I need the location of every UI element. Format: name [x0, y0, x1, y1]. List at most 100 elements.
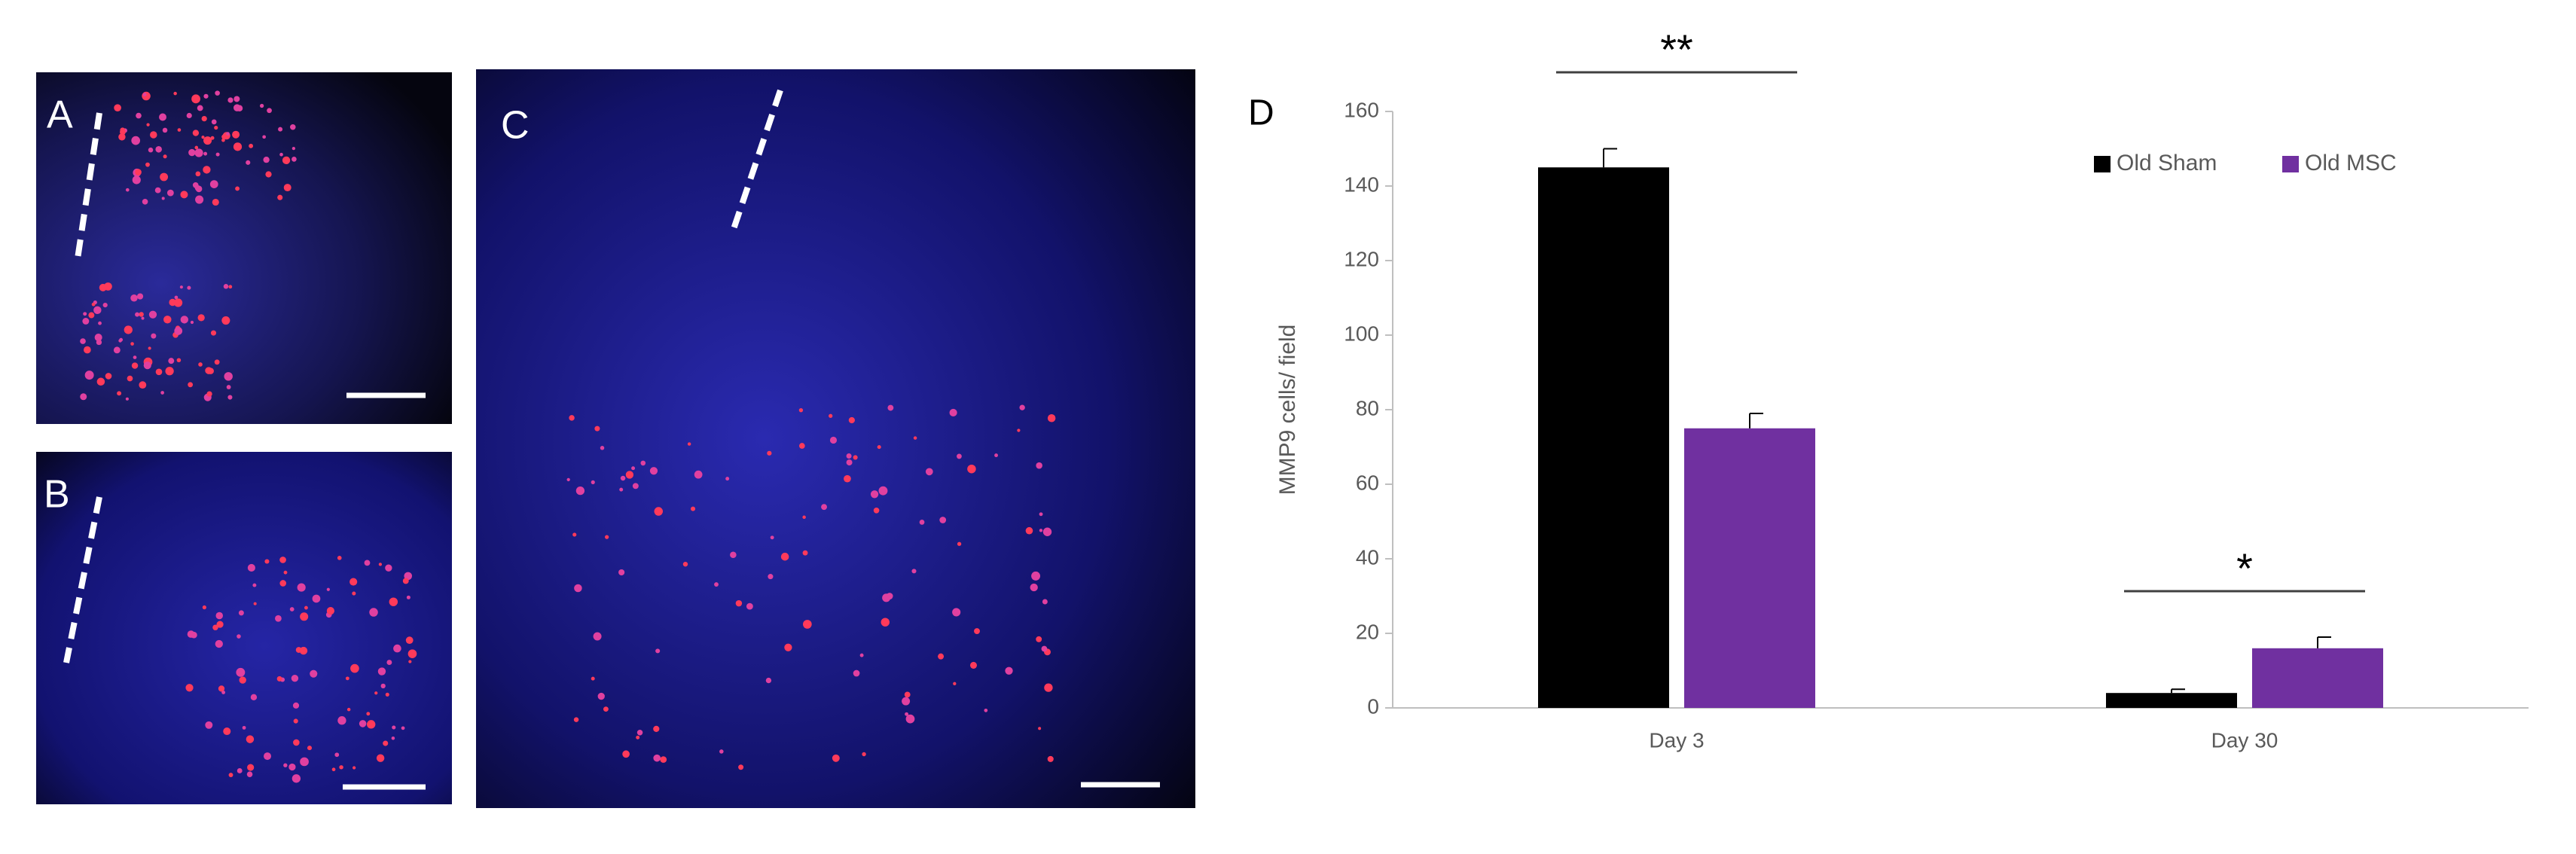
cell: [221, 138, 225, 142]
cell: [265, 171, 272, 178]
cell: [594, 425, 600, 432]
cell: [780, 552, 789, 561]
cell: [235, 186, 240, 191]
cell: [118, 339, 122, 343]
cell: [575, 486, 585, 496]
cell: [300, 612, 309, 621]
cell: [969, 661, 977, 669]
cell: [148, 310, 157, 319]
cell: [133, 355, 137, 359]
cell: [291, 774, 301, 783]
cell: [187, 285, 191, 290]
y-axis-label: MMP9 cells/ field: [1275, 325, 1300, 496]
cell: [603, 706, 609, 712]
cell: [283, 570, 288, 575]
cell: [136, 293, 144, 300]
cell: [346, 707, 351, 712]
cell: [1019, 404, 1025, 410]
cell: [250, 694, 258, 701]
cell: [125, 397, 129, 401]
image-a: [36, 72, 452, 424]
cell: [279, 557, 286, 563]
cell: [620, 475, 626, 481]
cell: [237, 768, 243, 773]
cell: [194, 185, 201, 191]
cell: [401, 726, 405, 730]
cell: [376, 754, 385, 762]
cell: [1017, 429, 1021, 432]
cell: [784, 643, 792, 651]
cell: [160, 391, 164, 395]
cell: [120, 127, 126, 133]
cell: [385, 564, 392, 572]
cell: [227, 395, 233, 400]
cell: [102, 303, 108, 308]
cell: [725, 477, 730, 481]
cell: [197, 105, 203, 111]
cell: [326, 607, 334, 615]
cell: [574, 584, 582, 593]
cell: [82, 318, 90, 325]
cell: [1039, 512, 1043, 517]
cell: [290, 124, 296, 130]
cell: [389, 597, 398, 606]
cell: [163, 154, 167, 159]
cell: [155, 146, 162, 153]
panel-label: A: [47, 93, 73, 137]
cell: [408, 660, 412, 663]
cell: [165, 367, 174, 376]
cell: [870, 490, 879, 499]
cell: [142, 93, 147, 96]
cell: [174, 327, 183, 335]
cell: [600, 446, 605, 450]
cell: [151, 333, 157, 339]
cell: [352, 766, 356, 770]
cell: [214, 359, 220, 365]
cell: [227, 97, 233, 103]
cell: [957, 453, 962, 459]
bar: [2106, 693, 2237, 708]
cell: [214, 125, 218, 130]
cell: [636, 730, 643, 736]
cell: [331, 767, 336, 772]
panel-label: D: [1248, 93, 1274, 133]
cell: [367, 720, 376, 729]
cell: [223, 727, 231, 736]
cell: [192, 130, 200, 136]
cell: [392, 725, 396, 730]
cell: [215, 612, 224, 620]
cell: [803, 620, 812, 629]
cell: [127, 375, 133, 382]
cell: [349, 578, 358, 586]
cell: [1030, 583, 1038, 592]
cell: [690, 506, 696, 511]
cell: [223, 284, 229, 289]
cell: [99, 283, 107, 291]
cell: [186, 112, 192, 119]
cell: [802, 515, 806, 520]
cell: [405, 636, 414, 645]
cell: [277, 194, 283, 200]
cell: [919, 520, 925, 525]
cell: [952, 608, 961, 617]
cell: [299, 646, 308, 655]
x-tick-label: Day 3: [1649, 728, 1704, 752]
cell: [209, 180, 218, 188]
cell: [174, 295, 179, 300]
cell: [94, 333, 102, 342]
cell: [881, 618, 890, 627]
cell: [905, 712, 909, 716]
cell: [215, 152, 220, 157]
cell: [337, 716, 346, 725]
cell: [569, 415, 575, 421]
cell: [283, 763, 288, 767]
cell: [619, 487, 624, 492]
cell: [226, 385, 231, 389]
cell: [246, 735, 255, 743]
legend-swatch: [2282, 156, 2299, 172]
cell: [253, 602, 257, 605]
cell: [848, 416, 855, 424]
cell: [798, 407, 804, 413]
cell: [263, 156, 270, 163]
y-tick-label: 40: [1356, 545, 1379, 569]
